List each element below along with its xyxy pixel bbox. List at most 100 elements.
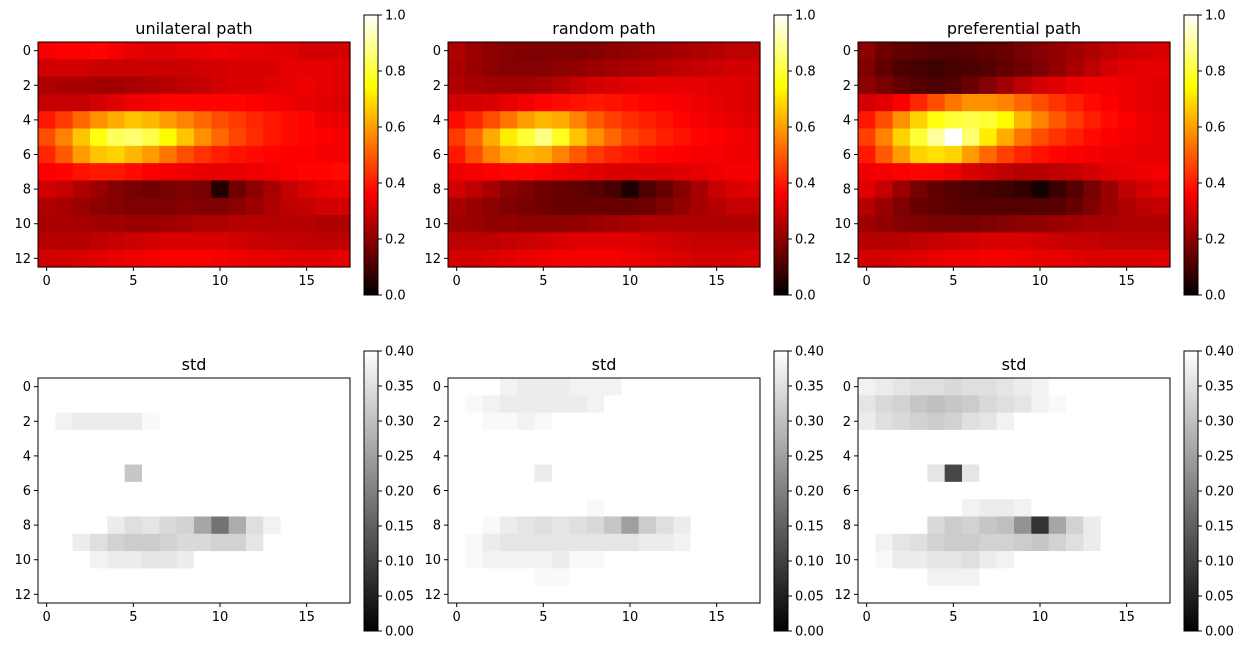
heatmap-cell <box>1031 111 1050 130</box>
heatmap-cell <box>875 42 894 60</box>
heatmap-cell <box>742 249 761 268</box>
heatmap-cell <box>979 447 998 466</box>
heatmap-cell <box>124 499 143 518</box>
colorbar-step <box>774 507 788 512</box>
heatmap-cell <box>228 249 247 268</box>
heatmap-cell <box>858 585 876 604</box>
heatmap-cell <box>263 499 282 518</box>
heatmap-cell <box>656 447 674 466</box>
y-tick-label: 12 <box>14 252 31 267</box>
colorbar-step <box>364 135 378 139</box>
heatmap-cell <box>1135 163 1154 182</box>
heatmap-cell <box>944 215 963 233</box>
colorbar-step <box>1184 227 1198 232</box>
heatmap-cell <box>638 249 657 268</box>
colorbar-step <box>364 432 378 436</box>
colorbar-step <box>364 169 378 173</box>
colorbar-step <box>1184 429 1198 433</box>
heatmap-cell <box>1135 93 1154 112</box>
colorbar-step <box>364 457 378 461</box>
heatmap-cell <box>996 516 1015 535</box>
heatmap-cell <box>228 42 247 60</box>
heatmap-cell <box>228 59 247 78</box>
colorbar-step <box>1184 502 1198 506</box>
heatmap-cell <box>569 76 588 95</box>
colorbar-step <box>1184 71 1198 75</box>
heatmap-cell <box>517 215 536 233</box>
y-tick-label: 8 <box>23 183 31 198</box>
heatmap-cell <box>725 516 744 535</box>
heatmap-cell <box>1135 76 1154 95</box>
heatmap-cell <box>552 551 570 569</box>
heatmap-cell <box>228 533 247 552</box>
heatmap-cell <box>962 551 980 569</box>
heatmap-cell <box>500 215 518 233</box>
colorbar-step <box>1184 107 1198 111</box>
heatmap-cell <box>72 464 91 483</box>
heatmap-cell <box>962 499 980 518</box>
heatmap-cell <box>875 464 894 483</box>
colorbar-tick-label: 0.25 <box>795 450 824 465</box>
heatmap-cell <box>944 180 963 199</box>
heatmap-cell <box>552 395 570 414</box>
colorbar-step <box>364 407 378 411</box>
heatmap-cell <box>875 215 894 233</box>
heatmap-cell <box>1152 533 1171 552</box>
heatmap-cell <box>1083 481 1102 500</box>
colorbar-step <box>364 619 378 624</box>
colorbar-step <box>1184 454 1198 458</box>
heatmap-cell <box>996 499 1015 518</box>
colorbar-step <box>364 421 378 425</box>
colorbar-tick-label: 0.4 <box>795 177 816 192</box>
heatmap-cell <box>211 249 230 268</box>
colorbar-step <box>1184 96 1198 100</box>
colorbar-step <box>364 107 378 111</box>
colorbar-step <box>774 118 788 122</box>
heatmap-cell <box>586 568 605 587</box>
colorbar-step <box>1184 68 1198 72</box>
colorbar-step <box>364 121 378 125</box>
colorbar-step <box>364 73 378 78</box>
heatmap-cell <box>1152 145 1171 164</box>
heatmap-cell <box>656 59 674 78</box>
heatmap-cell <box>298 93 316 112</box>
heatmap-cell <box>55 378 74 396</box>
colorbar-step <box>364 96 378 100</box>
heatmap-cell <box>1118 249 1136 268</box>
heatmap-cell <box>586 395 605 414</box>
heatmap-cells <box>858 42 1171 268</box>
heatmap-cell <box>332 499 351 518</box>
heatmap-cell <box>448 481 466 500</box>
heatmap-cell <box>246 163 264 182</box>
heatmap-cell <box>604 59 622 78</box>
heatmap-cell <box>211 447 230 466</box>
heatmap-cell <box>742 42 761 60</box>
heatmap-cell <box>298 499 316 518</box>
heatmap-cell <box>38 42 56 60</box>
heatmap-cell <box>55 464 74 483</box>
heatmap-cell <box>1048 533 1067 552</box>
colorbar-tick-label: 0.15 <box>385 520 414 535</box>
heatmap-cell <box>1066 145 1084 164</box>
heatmap-cell <box>448 412 466 431</box>
heatmap-cell <box>875 447 894 466</box>
colorbar-step <box>774 211 788 215</box>
heatmap-cell <box>586 215 605 233</box>
colorbar-step <box>774 174 788 178</box>
heatmap-cell <box>246 145 264 164</box>
heatmap-cell <box>448 585 466 604</box>
heatmap-cell <box>552 215 570 233</box>
colorbar-step <box>774 236 788 240</box>
heatmap-cell <box>263 59 282 78</box>
heatmap-cell <box>708 481 726 500</box>
colorbar-step <box>364 202 378 206</box>
heatmap-cell <box>892 378 911 396</box>
heatmap-cell <box>1152 481 1171 500</box>
heatmap-cell <box>569 163 588 182</box>
heatmap-cell <box>1014 59 1032 78</box>
heatmap-cell <box>1083 429 1102 448</box>
heatmap-cell <box>944 395 963 414</box>
heatmap-cell <box>176 516 195 535</box>
colorbar-step <box>774 479 788 484</box>
